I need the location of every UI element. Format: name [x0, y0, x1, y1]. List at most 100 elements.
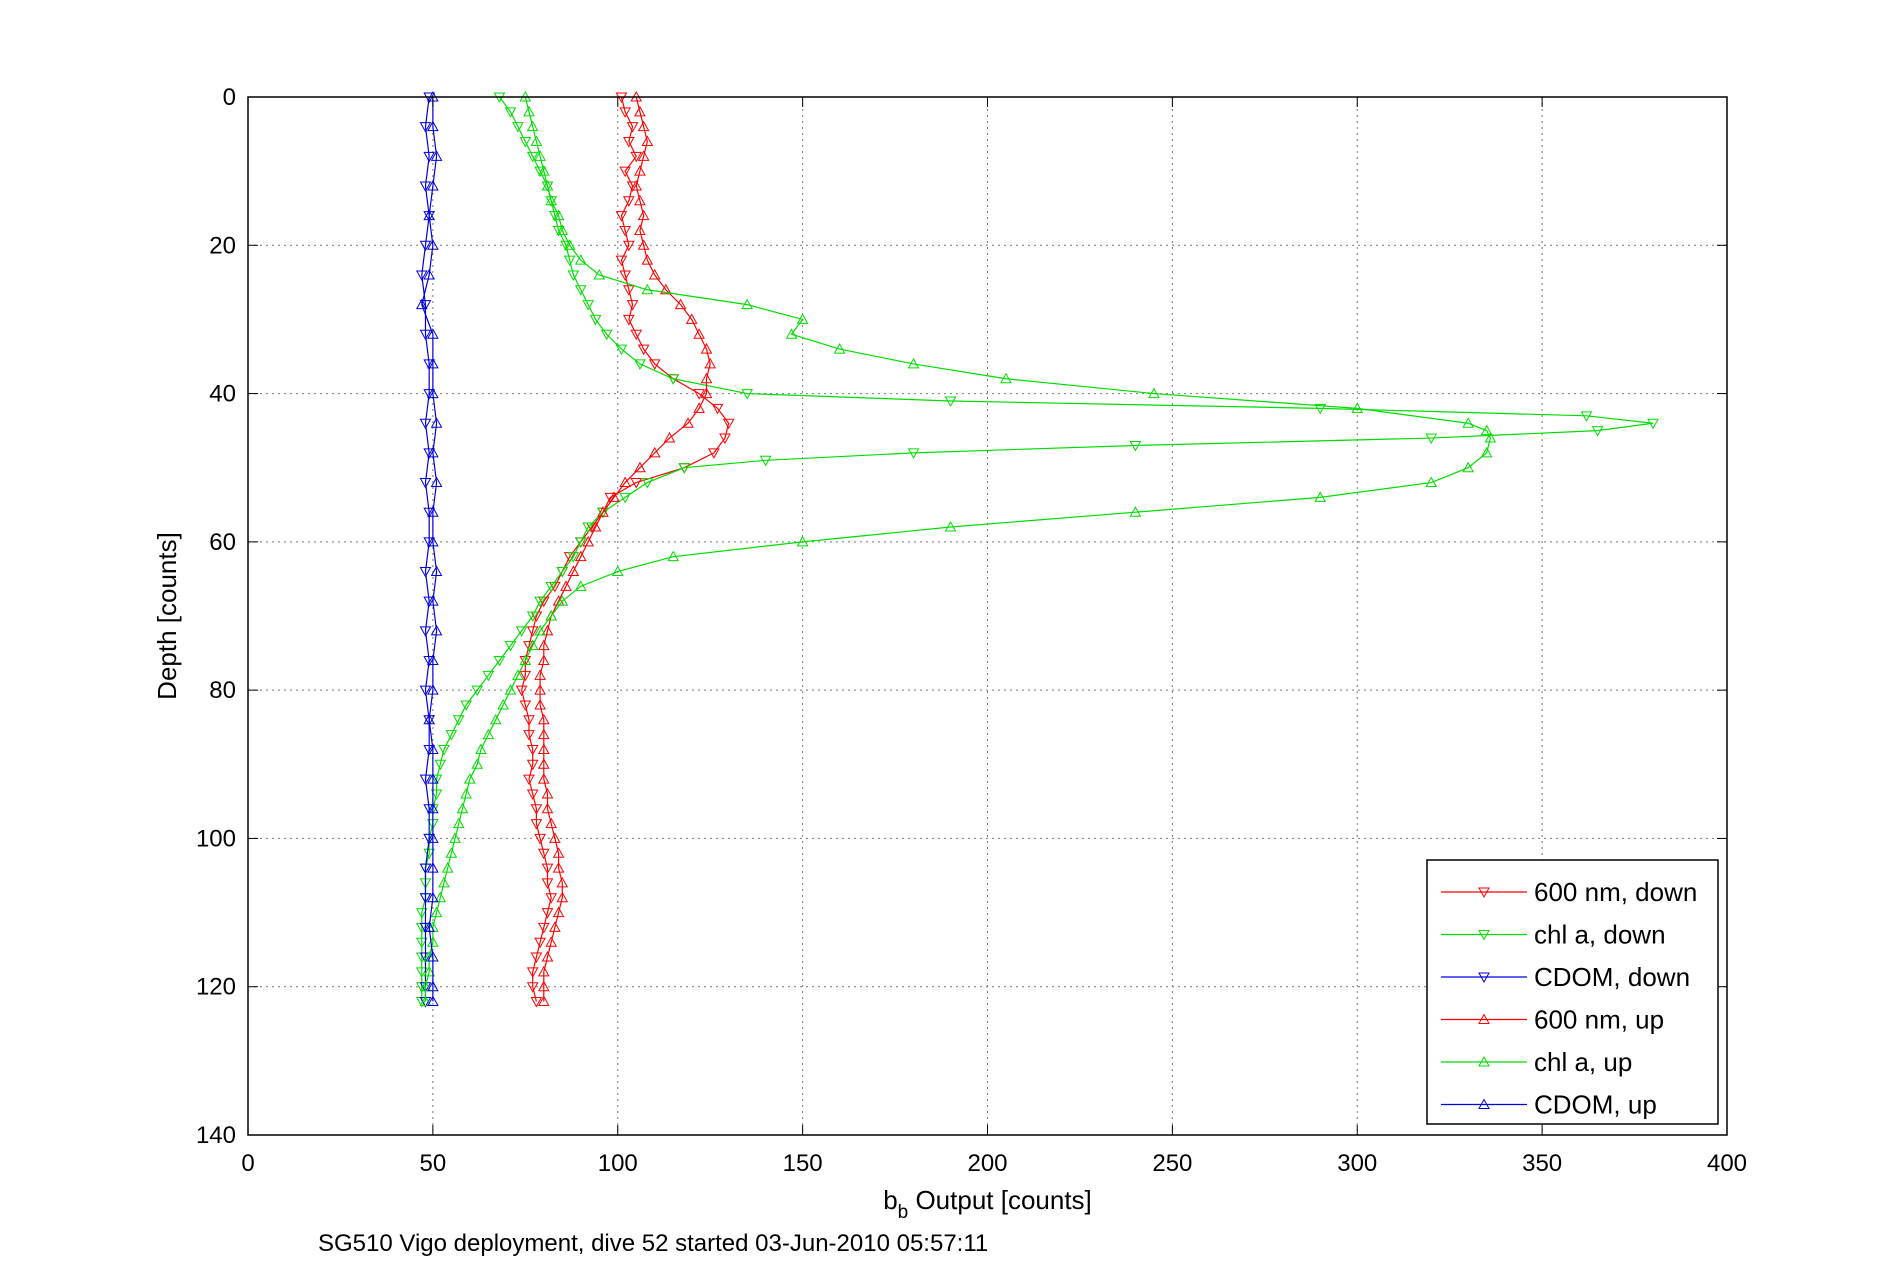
data-point [622, 196, 635, 207]
data-point [741, 389, 754, 400]
data-point [648, 446, 661, 458]
data-point [430, 789, 443, 800]
data-point [427, 387, 439, 399]
legend-marker [1478, 1055, 1490, 1067]
series-chl-a-up [419, 90, 1497, 1007]
data-point [659, 283, 672, 295]
series-line [539, 96, 711, 1002]
x-axis-label-rest: Output [counts] [908, 1185, 1092, 1215]
data-point [604, 492, 617, 504]
data-point [526, 744, 539, 756]
data-point [526, 639, 539, 651]
data-point [545, 609, 558, 621]
data-point [549, 921, 561, 932]
data-point [622, 314, 635, 326]
data-point [556, 595, 569, 606]
data-point [622, 240, 635, 252]
x-tick-label: 100 [598, 1150, 638, 1177]
data-point [427, 995, 439, 1007]
data-point [574, 550, 587, 562]
data-point [637, 239, 650, 250]
data-point [637, 344, 650, 356]
data-point [615, 344, 628, 356]
legend: 600 nm, down chl a, down CDOM, down 600 nm,… [1426, 859, 1719, 1125]
series-600-nm-up [534, 90, 717, 1007]
data-point [711, 403, 724, 415]
data-point [634, 105, 646, 117]
data-point [530, 952, 543, 964]
data-point [530, 819, 543, 830]
data-point [641, 283, 654, 295]
data-point [526, 611, 539, 623]
data-point [452, 817, 465, 829]
data-point [452, 715, 465, 726]
data-point [430, 774, 443, 786]
data-point [622, 285, 635, 296]
data-point [1580, 411, 1593, 422]
data-point [1129, 440, 1142, 452]
legend-label: chl a, up [1534, 1047, 1632, 1077]
data-point [427, 357, 439, 369]
data-point [430, 476, 443, 488]
data-point [541, 624, 554, 636]
data-point [419, 685, 432, 697]
data-point [427, 832, 439, 843]
data-point [423, 359, 436, 370]
data-point [641, 254, 654, 265]
data-point [519, 136, 532, 148]
legend-entry: 600 nm, down [1441, 877, 1697, 907]
data-point [523, 105, 535, 117]
data-point [427, 595, 439, 606]
data-point [560, 240, 572, 252]
x-tick-label: 150 [783, 1150, 823, 1177]
data-point [1484, 432, 1497, 443]
data-point [423, 151, 436, 163]
data-point [419, 122, 432, 133]
data-point [678, 463, 691, 474]
data-point [445, 730, 458, 741]
data-point [427, 535, 439, 547]
data-point [545, 936, 558, 947]
data-point [427, 980, 439, 992]
data-point [582, 522, 595, 534]
y-tick-label: 60 [209, 529, 236, 556]
y-tick-label: 40 [209, 381, 236, 408]
data-point [545, 194, 558, 206]
data-point [419, 995, 432, 1007]
data-point [482, 670, 495, 682]
data-point [449, 832, 461, 843]
data-point [419, 980, 432, 992]
x-tick-label: 400 [1707, 1150, 1747, 1177]
data-point [419, 922, 432, 934]
data-point [597, 506, 609, 517]
data-point [693, 328, 705, 339]
data-point [574, 580, 587, 591]
data-point [427, 951, 439, 962]
data-point [427, 239, 439, 250]
data-point [526, 626, 539, 637]
y-tick-label: 120 [196, 974, 236, 1001]
data-point [526, 789, 539, 800]
data-point [427, 179, 439, 191]
data-point [630, 151, 643, 163]
data-point [1480, 446, 1493, 458]
data-point [552, 225, 565, 237]
data-point [445, 847, 458, 858]
data-point [541, 908, 554, 919]
data-point [634, 461, 646, 473]
legend-entry: chl a, down [1441, 920, 1666, 950]
data-point [419, 181, 432, 193]
data-point [541, 802, 554, 814]
data-point [759, 455, 772, 467]
data-point [530, 135, 543, 146]
data-point [1129, 506, 1142, 517]
data-point [530, 804, 543, 815]
data-point [434, 891, 447, 903]
data-point [589, 314, 602, 326]
chart-caption: SG510 Vigo deployment, dive 52 started 0… [318, 1230, 988, 1257]
data-point [622, 136, 635, 148]
data-point [419, 329, 432, 341]
data-point [537, 713, 550, 725]
data-point [619, 107, 631, 118]
data-point [460, 700, 473, 712]
